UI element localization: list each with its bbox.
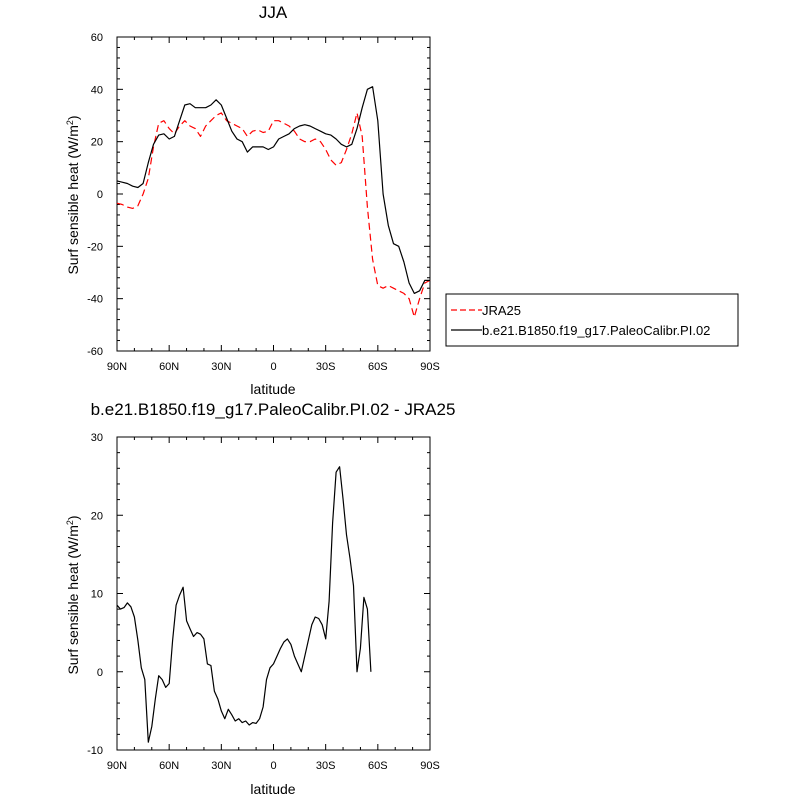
top-x-tick-label: 90N xyxy=(107,361,127,373)
bottom-plot-frame xyxy=(116,436,431,751)
legend: JRA25 b.e21.B1850.f19_g17.PaleoCalibr.PI… xyxy=(445,293,739,347)
top-y-tick-label: 40 xyxy=(91,84,103,96)
bottom-x-tick-label: 0 xyxy=(270,760,276,772)
bottom-y-tick-label: 30 xyxy=(91,432,103,444)
top-x-tick-label: 30N xyxy=(211,361,231,373)
top-y-tick-label: 20 xyxy=(91,137,103,149)
top-x-tick-label: 30S xyxy=(316,361,336,373)
top-y-tick-label: 60 xyxy=(91,32,103,44)
top-series-line-b-e21-b1850-f19-g17-paleocalibr-pi-02 xyxy=(116,86,430,294)
bottom-y-axis-label-close: ) xyxy=(65,515,81,520)
legend-box xyxy=(445,293,739,347)
bottom-series-lines xyxy=(116,466,372,743)
bottom-chart-title: b.e21.B1850.f19_g17.PaleoCalibr.PI.02 - … xyxy=(91,400,456,419)
legend-label-jra25: JRA25 xyxy=(482,303,521,318)
top-x-tick-label: 60S xyxy=(368,361,388,373)
bottom-x-tick-label: 60N xyxy=(159,760,179,772)
bottom-y-axis-label-main: Surf sensible heat (W/m xyxy=(65,525,81,674)
bottom-y-axis-label-sup: 2 xyxy=(65,520,75,525)
top-chart-title: JJA xyxy=(259,3,288,22)
bottom-x-tick-label: 30S xyxy=(316,760,336,772)
bottom-y-tick-label: 0 xyxy=(97,667,103,679)
top-y-axis-label-sup: 2 xyxy=(65,120,75,125)
top-y-tick-label: 0 xyxy=(97,189,103,201)
top-y-tick-label: -20 xyxy=(87,241,103,253)
bottom-y-tick-label: 10 xyxy=(91,589,103,601)
top-series-line-jra25 xyxy=(116,112,431,318)
bottom-axis-ticks: 90N 60N 30N 0 30S 60S 90S 30 20 10 0 -10 xyxy=(87,432,440,772)
bottom-x-tick-label: 90N xyxy=(107,760,127,772)
bottom-x-tick-label: 90S xyxy=(420,760,440,772)
top-y-tick-label: -40 xyxy=(87,294,103,306)
top-x-axis-label: latitude xyxy=(250,381,295,397)
top-y-axis-label-close: ) xyxy=(65,115,81,120)
top-x-tick-label: 60N xyxy=(159,361,179,373)
top-y-axis-label: Surf sensible heat (W/m2) xyxy=(65,115,81,274)
top-x-tick-label: 90S xyxy=(420,361,440,373)
bottom-x-tick-label: 60S xyxy=(368,760,388,772)
top-y-tick-label: -60 xyxy=(87,346,103,358)
top-series-lines xyxy=(116,86,431,318)
bottom-panel: b.e21.B1850.f19_g17.PaleoCalibr.PI.02 - … xyxy=(65,400,455,797)
bottom-x-axis-label: latitude xyxy=(250,781,295,797)
top-y-axis-label-main: Surf sensible heat (W/m xyxy=(65,125,81,274)
top-axis-ticks: 90N 60N 30N 0 30S 60S 90S 60 40 20 0 -20 -40 -60 xyxy=(87,32,440,373)
top-x-tick-label: 0 xyxy=(270,361,276,373)
bottom-y-axis-label: Surf sensible heat (W/m2) xyxy=(65,515,81,674)
legend-label-model: b.e21.B1850.f19_g17.PaleoCalibr.PI.02 xyxy=(482,323,710,338)
bottom-x-tick-label: 30N xyxy=(211,760,231,772)
top-panel: JJA 90N 60N 30N 0 30S 60S 90S6040200-20-40-60 … xyxy=(65,3,739,397)
bottom-y-tick-label: 20 xyxy=(91,510,103,522)
bottom-y-tick-label: -10 xyxy=(87,745,103,757)
bottom-series-line-difference xyxy=(116,466,372,743)
